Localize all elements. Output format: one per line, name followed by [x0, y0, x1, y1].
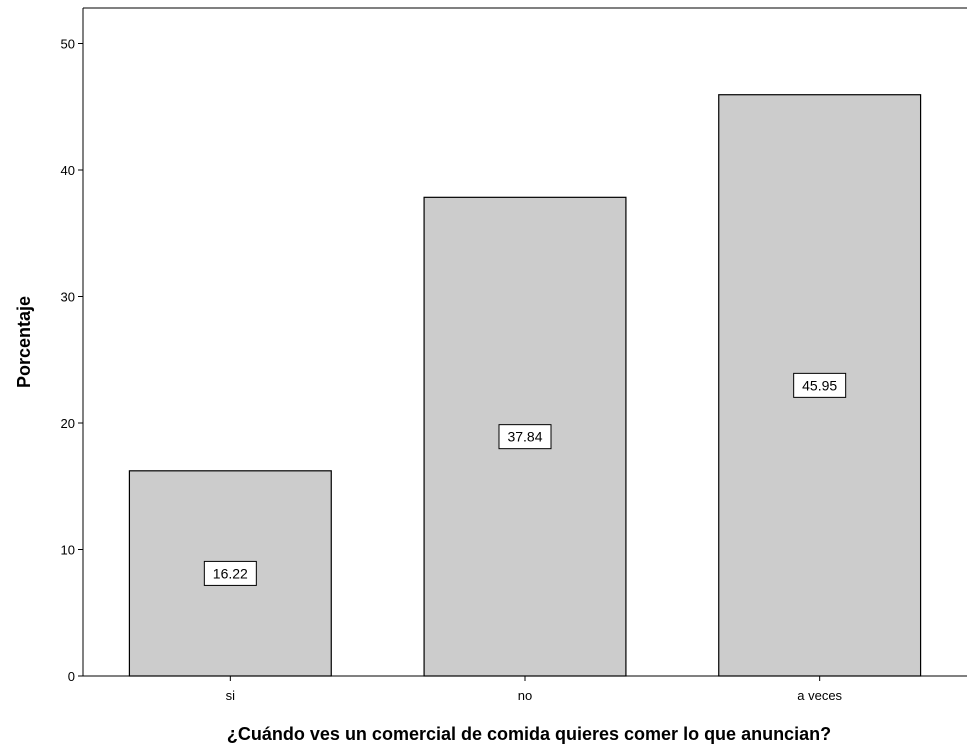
x-axis-ticks: si no a veces: [226, 676, 843, 703]
y-tick-label: 20: [61, 416, 75, 431]
data-label: 37.84: [507, 429, 542, 445]
data-label: 16.22: [213, 565, 248, 581]
bar: [128, 470, 332, 677]
y-tick-label: 10: [61, 543, 75, 558]
x-tick-label: si: [226, 688, 236, 703]
data-label-box: [793, 372, 847, 398]
y-axis-title: Porcentaje: [14, 296, 34, 388]
x-tick-label: no: [518, 688, 532, 703]
x-axis-title: ¿Cuándo ves un comercial de comida quier…: [227, 724, 831, 744]
bars: 16.22 37.84 45.95: [128, 94, 922, 677]
y-tick-label: 50: [61, 37, 75, 52]
data-label-box: [203, 560, 257, 586]
y-tick-label: 40: [61, 163, 75, 178]
data-label: 45.95: [802, 377, 837, 393]
x-tick-label: a veces: [797, 688, 842, 703]
y-tick-label: 0: [68, 669, 75, 684]
y-tick-label: 30: [61, 290, 75, 305]
data-label-box: [498, 424, 552, 450]
y-axis-ticks: 0 10 20 30 40 50: [61, 37, 83, 684]
